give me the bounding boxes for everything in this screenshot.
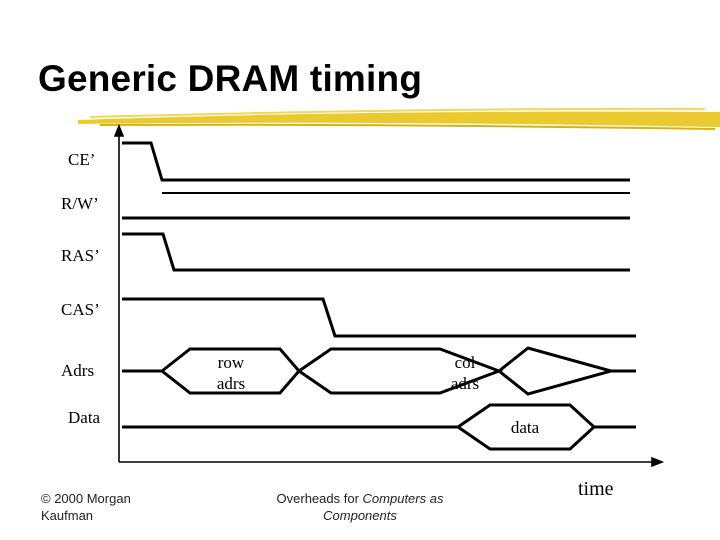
signal-label-ce: CE’ <box>68 150 96 169</box>
signal-label-cas: CAS’ <box>61 300 100 319</box>
overheads-title-line2: Components <box>323 508 397 523</box>
slide-title: Generic DRAM timing <box>38 58 423 99</box>
ce-trace <box>122 141 630 194</box>
copyright-line2: Kaufman <box>41 508 94 523</box>
x-axis-arrow <box>651 456 665 468</box>
row-adrs-line2: adrs <box>216 374 246 393</box>
overheads-title-line1: Computers as <box>362 491 444 506</box>
ras-trace <box>122 232 630 272</box>
overheads-footer: Overheads for Computers as Components <box>260 490 460 524</box>
overheads-prefix: Overheads for <box>276 491 363 506</box>
adrs-bus <box>122 346 636 396</box>
data-bus <box>122 403 636 451</box>
col-adrs-line2: adrs <box>450 374 480 393</box>
copyright-footer: © 2000 Morgan Kaufman <box>41 490 131 524</box>
axes <box>113 123 665 468</box>
col-adrs-label: col adrs <box>439 352 491 394</box>
signal-label-adrs: Adrs <box>61 361 95 380</box>
signal-label-ras: RAS’ <box>61 246 100 265</box>
data-label: data <box>510 418 540 437</box>
time-axis-label: time <box>578 478 614 500</box>
row-adrs-label: row adrs <box>205 352 257 394</box>
col-adrs-line1: col <box>454 353 476 372</box>
col-address-segment <box>496 346 617 396</box>
signal-label-rw: R/W’ <box>61 194 99 213</box>
y-axis-arrow <box>113 123 125 137</box>
copyright-line1: © 2000 Morgan <box>41 491 131 506</box>
signal-label-data: Data <box>68 408 101 427</box>
title-underline <box>78 107 720 130</box>
row-adrs-line1: row <box>217 353 245 372</box>
cas-trace <box>122 297 636 338</box>
